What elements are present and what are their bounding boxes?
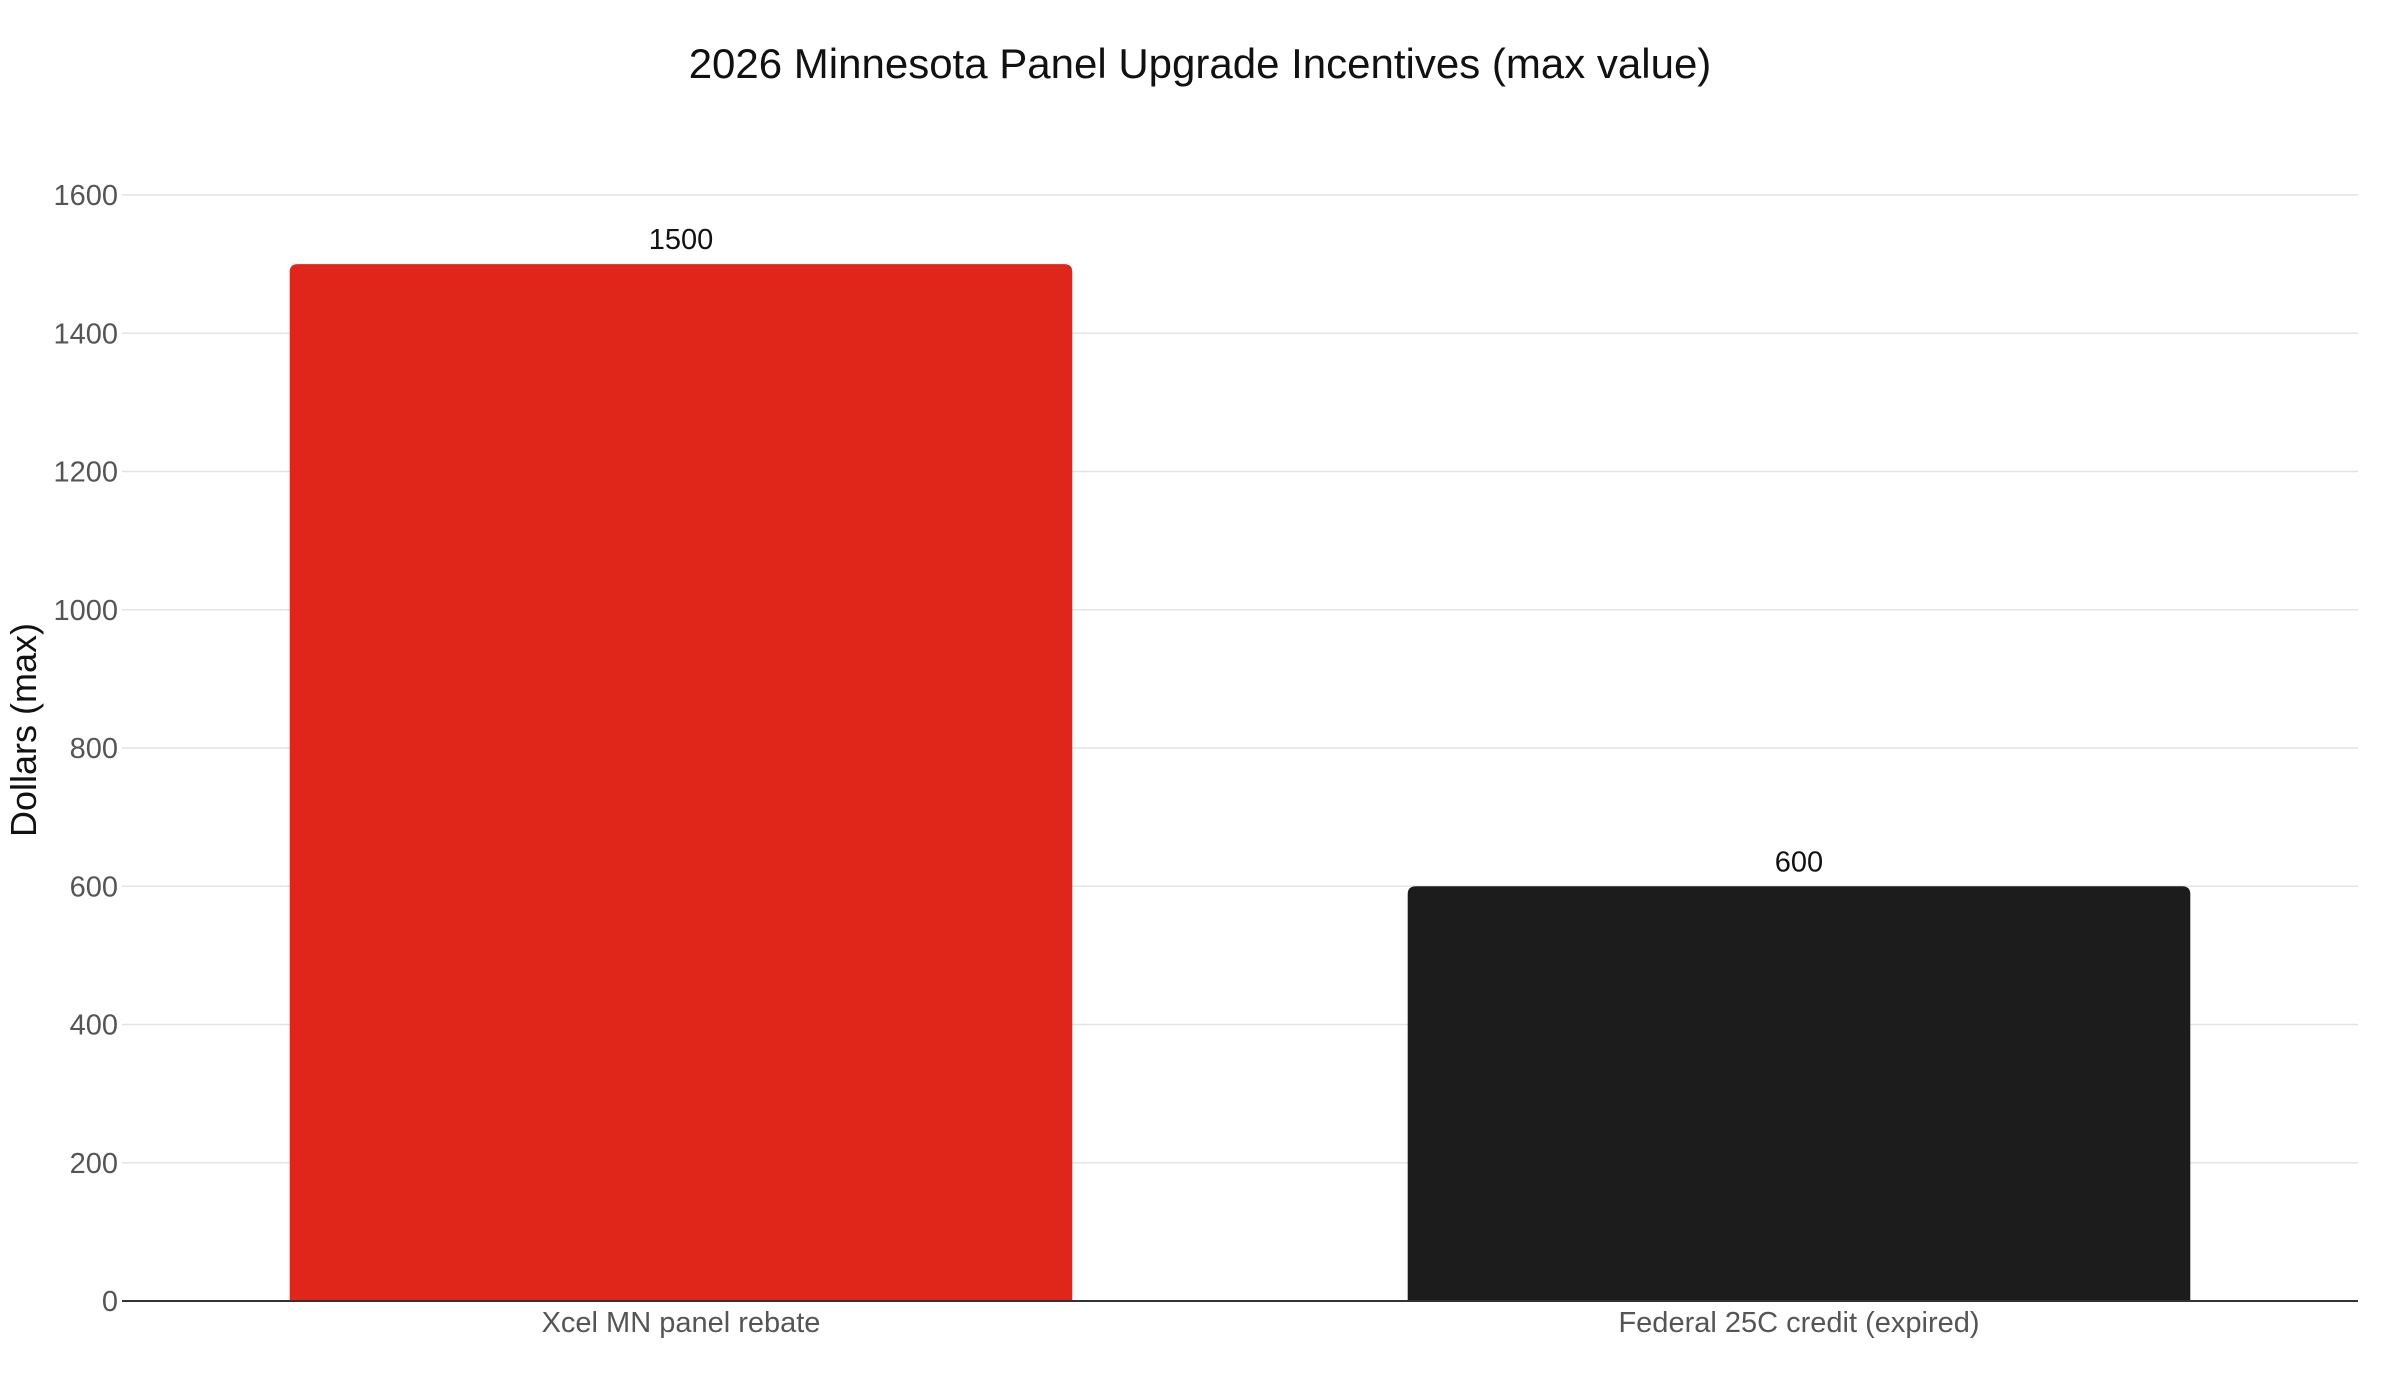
data-label-1: 600 [1775, 846, 1823, 878]
y-tick-label-600: 600 [70, 871, 118, 903]
x-category-label-1: Federal 25C credit (expired) [1618, 1307, 1979, 1339]
y-tick-label-1000: 1000 [53, 595, 118, 627]
bars [289, 264, 2191, 1301]
y-tick-label-400: 400 [70, 1010, 118, 1042]
x-category-label-0: Xcel MN panel rebate [542, 1307, 821, 1339]
data-label-0: 1500 [649, 224, 714, 256]
y-tick-label-1400: 1400 [53, 318, 118, 350]
data-labels: 1500 600 [649, 224, 1823, 878]
chart-title: 2026 Minnesota Panel Upgrade Incentives … [689, 40, 1712, 87]
bar-0 [289, 264, 1073, 1301]
y-tick-label-1200: 1200 [53, 457, 118, 489]
y-tick-label-0: 0 [102, 1286, 118, 1318]
y-axis-label: Dollars (max) [3, 623, 44, 837]
y-tick-label-800: 800 [70, 733, 118, 765]
y-tick-label-1600: 1600 [53, 180, 118, 212]
x-category-labels: Xcel MN panel rebate Federal 25C credit (… [542, 1307, 1980, 1339]
bar-1 [1407, 886, 2191, 1301]
y-tick-label-200: 200 [70, 1148, 118, 1180]
y-tick-labels: 0 200 400 600 800 1000 1200 1400 1600 [53, 180, 118, 1318]
